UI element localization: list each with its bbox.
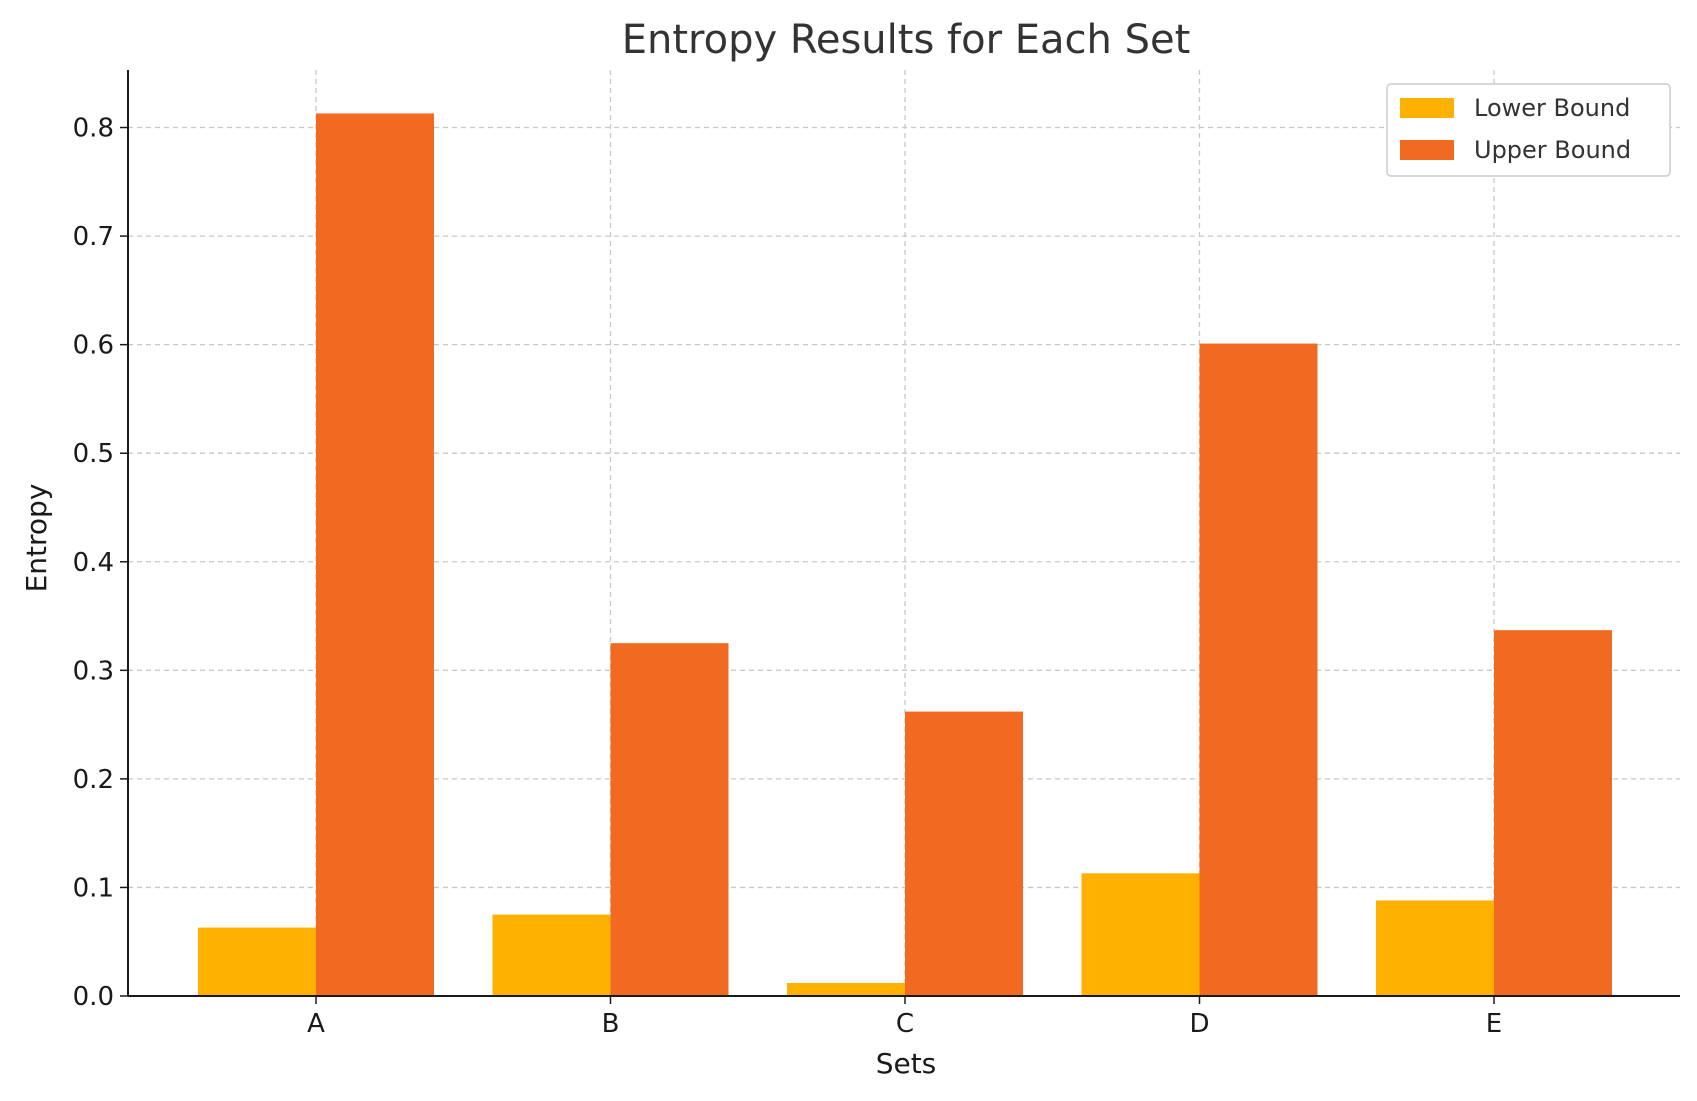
y-tick-label: 0.3 xyxy=(73,656,114,686)
bar-lower-bound-d xyxy=(1081,873,1200,996)
chart-title: Entropy Results for Each Set xyxy=(622,17,1191,63)
y-axis-title: Entropy xyxy=(20,484,53,593)
bar-lower-bound-b xyxy=(492,914,611,996)
bar-upper-bound-d xyxy=(1199,343,1318,996)
legend: Lower Bound Upper Bound xyxy=(1386,83,1671,177)
x-tick-label: D xyxy=(1189,1009,1209,1039)
bar-upper-bound-e xyxy=(1494,630,1612,996)
legend-label: Lower Bound xyxy=(1474,94,1630,122)
legend-swatch xyxy=(1400,98,1454,118)
bar-upper-bound-b xyxy=(610,643,729,996)
legend-label: Upper Bound xyxy=(1474,136,1631,164)
y-tick-label: 0.0 xyxy=(73,982,114,1012)
axes-layer: 0.0 0.1 0.2 0.3 0.4 0.5 0.6 0.7 0.8 A B C D E xyxy=(73,70,1680,1039)
x-tick-label: C xyxy=(896,1009,914,1039)
x-tick-label: E xyxy=(1486,1009,1502,1039)
bar-lower-bound-c xyxy=(787,982,905,996)
bar-upper-bound-a xyxy=(316,113,434,996)
y-tick-label: 0.4 xyxy=(73,548,114,578)
legend-swatch xyxy=(1400,140,1454,160)
bar-lower-bound-e xyxy=(1376,900,1494,996)
x-axis-title: Sets xyxy=(876,1047,937,1080)
bar-upper-bound-c xyxy=(905,711,1023,996)
y-tick-label: 0.7 xyxy=(73,222,114,252)
x-tick-label: B xyxy=(602,1009,620,1039)
y-tick-label: 0.2 xyxy=(73,765,114,795)
legend-box xyxy=(1386,83,1671,177)
x-tick-label: A xyxy=(307,1009,325,1039)
y-tick-label: 0.8 xyxy=(73,114,114,144)
y-tick-label: 0.1 xyxy=(73,873,114,903)
y-tick-label: 0.6 xyxy=(73,331,114,361)
y-tick-label: 0.5 xyxy=(73,439,114,469)
bars-layer xyxy=(198,113,1612,996)
bar-lower-bound-a xyxy=(198,927,316,996)
